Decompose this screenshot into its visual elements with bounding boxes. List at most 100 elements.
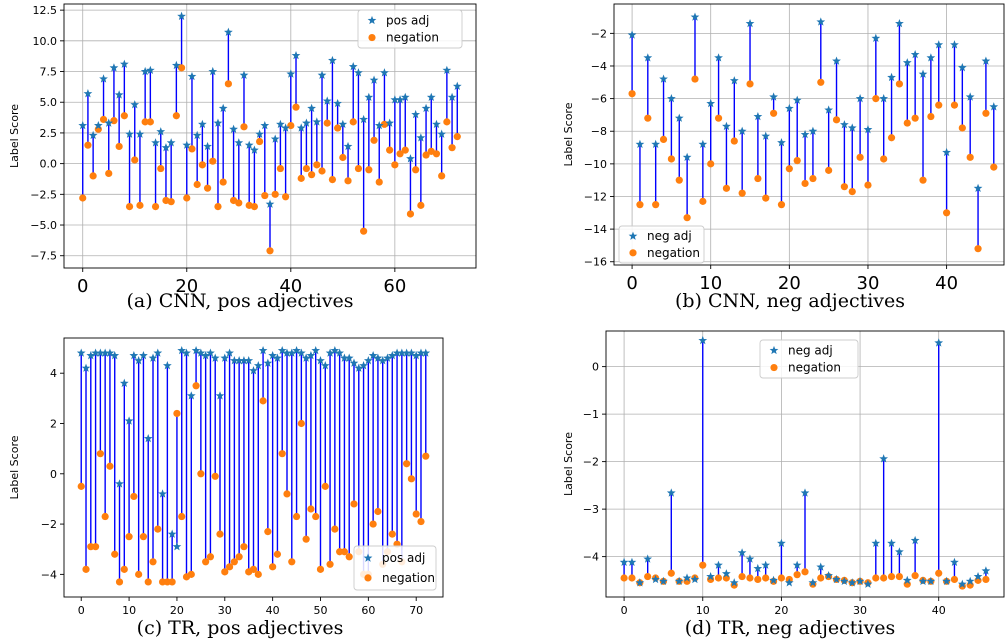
negation-point	[82, 565, 90, 573]
negation-point	[197, 470, 205, 478]
negation-point	[770, 109, 778, 117]
x-tick-label: 40	[935, 273, 958, 294]
negation-point	[198, 161, 206, 169]
x-tick-label: 70	[409, 604, 423, 617]
adjective-point	[981, 566, 991, 575]
negation-point	[323, 119, 331, 127]
negation-point	[375, 178, 383, 186]
adjective-point	[714, 560, 723, 569]
negation-point	[895, 572, 903, 581]
negation-point	[202, 558, 210, 566]
panel-caption: (d) TR, neg adjectives	[685, 617, 895, 639]
negation-point	[691, 75, 699, 83]
adjective-point	[400, 92, 410, 102]
adjective-point	[667, 94, 676, 103]
adjective-point	[808, 126, 818, 135]
y-tick-label: −5.0	[30, 219, 57, 232]
negation-point	[667, 569, 675, 577]
adjective-point	[239, 356, 249, 365]
negation-point	[730, 137, 738, 145]
negation-point	[793, 571, 801, 579]
adjective-point	[282, 348, 292, 357]
negation-point	[146, 118, 154, 126]
adjective-point	[824, 571, 833, 580]
negation-point	[754, 575, 762, 584]
negation-point	[177, 64, 186, 72]
negation-point	[154, 525, 162, 533]
negation-point	[817, 78, 825, 86]
adjective-point	[753, 111, 763, 121]
adjective-point	[143, 433, 153, 443]
x-tick-label: 20	[778, 273, 801, 294]
negation-point	[282, 193, 290, 201]
adjective-point	[895, 18, 904, 28]
adjective-point	[287, 348, 297, 357]
y-tick-label: 0.0	[40, 158, 58, 171]
adjective-point	[191, 345, 201, 355]
adjective-point	[140, 66, 150, 76]
adjective-point	[373, 353, 383, 362]
negation-point	[365, 166, 373, 174]
adjective-point	[260, 120, 270, 130]
adjective-point	[840, 120, 849, 129]
y-axis-label: Label Score	[8, 104, 21, 168]
negation-point	[872, 95, 880, 103]
adjective-point	[135, 129, 145, 138]
adjective-point	[93, 120, 103, 130]
adjective-point	[973, 571, 983, 581]
negation-point	[167, 198, 175, 206]
y-tick-label: 0	[592, 361, 599, 374]
adjective-point	[322, 96, 332, 105]
adjective-point	[792, 95, 802, 104]
adjective-point	[273, 353, 282, 362]
adjective-point	[229, 124, 238, 133]
adjective-point	[432, 119, 441, 129]
x-tick-label: 10	[696, 604, 710, 617]
x-tick-label: 20	[175, 276, 198, 297]
negation-point	[374, 507, 382, 516]
adjective-point	[215, 391, 225, 400]
adjective-point	[784, 578, 794, 587]
adjective-point	[416, 348, 426, 357]
adjective-point	[753, 563, 763, 573]
negation-point	[203, 184, 212, 192]
negation-point	[927, 112, 935, 121]
y-tick-label: −2	[41, 518, 57, 531]
adjective-point	[253, 361, 263, 370]
adjective-point	[277, 345, 287, 355]
adjective-point	[674, 576, 684, 586]
adjective-point	[167, 529, 177, 538]
adjective-point	[722, 121, 731, 131]
negation-point	[111, 550, 119, 558]
adjective-point	[981, 56, 991, 65]
negation-point	[276, 164, 285, 173]
adjective-point	[99, 74, 108, 83]
adjective-point	[973, 183, 983, 193]
negation-point	[288, 558, 296, 566]
negation-point	[141, 118, 149, 126]
adjective-point	[109, 63, 119, 72]
negation-point	[292, 512, 301, 521]
adjective-point	[902, 575, 912, 585]
negation-point	[209, 157, 217, 165]
adjective-point	[934, 338, 944, 347]
negation-point	[990, 163, 998, 171]
adjective-point	[816, 17, 826, 26]
panel-caption: (b) CNN, neg adjectives	[675, 290, 905, 312]
adjective-point	[220, 353, 230, 362]
negation-point	[369, 520, 377, 528]
negation-point	[240, 543, 248, 551]
negation-point	[292, 103, 300, 111]
adjective-point	[158, 489, 167, 498]
adjective-point	[210, 353, 220, 362]
negation-point	[887, 572, 896, 581]
adjective-point	[698, 139, 708, 149]
adjective-point	[105, 348, 115, 357]
adjective-point	[950, 557, 959, 567]
panel-a: 0 20 40 60 −7.5 −5.0 −2.5 0.0 2.5 5.0 7.5 10.0 12.5 L…	[8, 3, 477, 312]
adjective-point	[721, 569, 731, 578]
adjective-point	[301, 353, 311, 362]
negation-point	[777, 574, 786, 582]
x-tick-label: 0	[626, 273, 637, 294]
negation-point	[738, 189, 746, 197]
